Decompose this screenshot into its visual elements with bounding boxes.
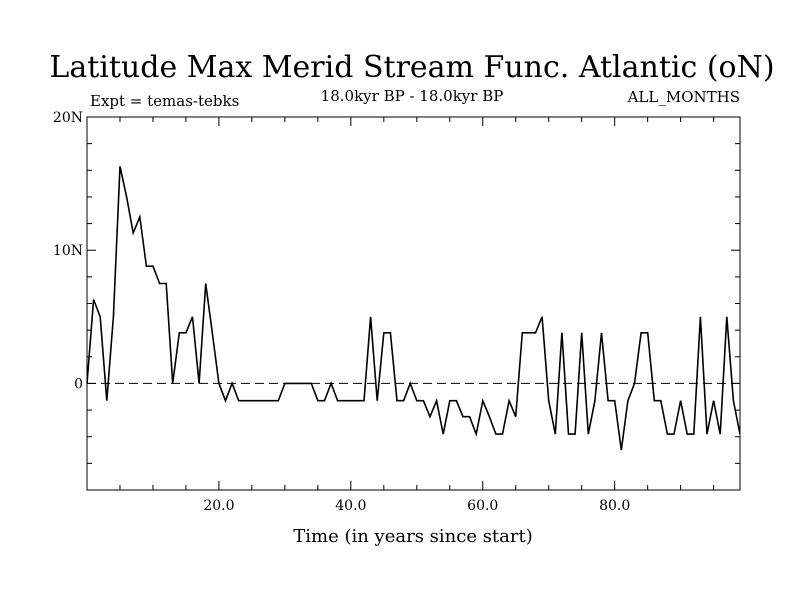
y-tick-label: 10N [53,243,83,259]
y-tick-label: 20N [53,110,83,126]
months-label: ALL_MONTHS [627,88,740,106]
period-label: 18.0kyr BP - 18.0kyr BP [321,87,504,105]
y-tick-label: 0 [74,376,83,392]
axis-ticks [87,117,740,490]
series-line [86,166,741,451]
plot-frame [86,116,741,491]
series-group [86,166,741,451]
chart-title: Latitude Max Merid Stream Func. Atlantic… [49,50,774,85]
expt-label: Expt = temas-tebks [90,92,239,110]
x-axis-label: Time (in years since start) [293,526,533,547]
x-tick-labels: 20.0 40.0 60.0 80.0 [203,498,630,514]
x-tick-label: 60.0 [467,498,498,514]
x-tick-label: 20.0 [203,498,234,514]
y-tick-labels: 20N 10N 0 [53,110,83,392]
x-tick-label: 80.0 [599,498,630,514]
x-tick-label: 40.0 [335,498,366,514]
